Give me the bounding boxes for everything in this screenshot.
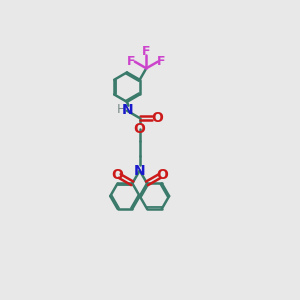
Text: O: O (152, 111, 164, 125)
Text: F: F (157, 55, 166, 68)
Text: H: H (117, 103, 126, 116)
Text: F: F (127, 55, 136, 68)
Text: N: N (122, 103, 134, 116)
Text: O: O (133, 122, 145, 136)
Text: F: F (142, 45, 151, 58)
Text: N: N (134, 164, 146, 178)
Text: O: O (111, 168, 123, 182)
Text: O: O (156, 168, 168, 182)
